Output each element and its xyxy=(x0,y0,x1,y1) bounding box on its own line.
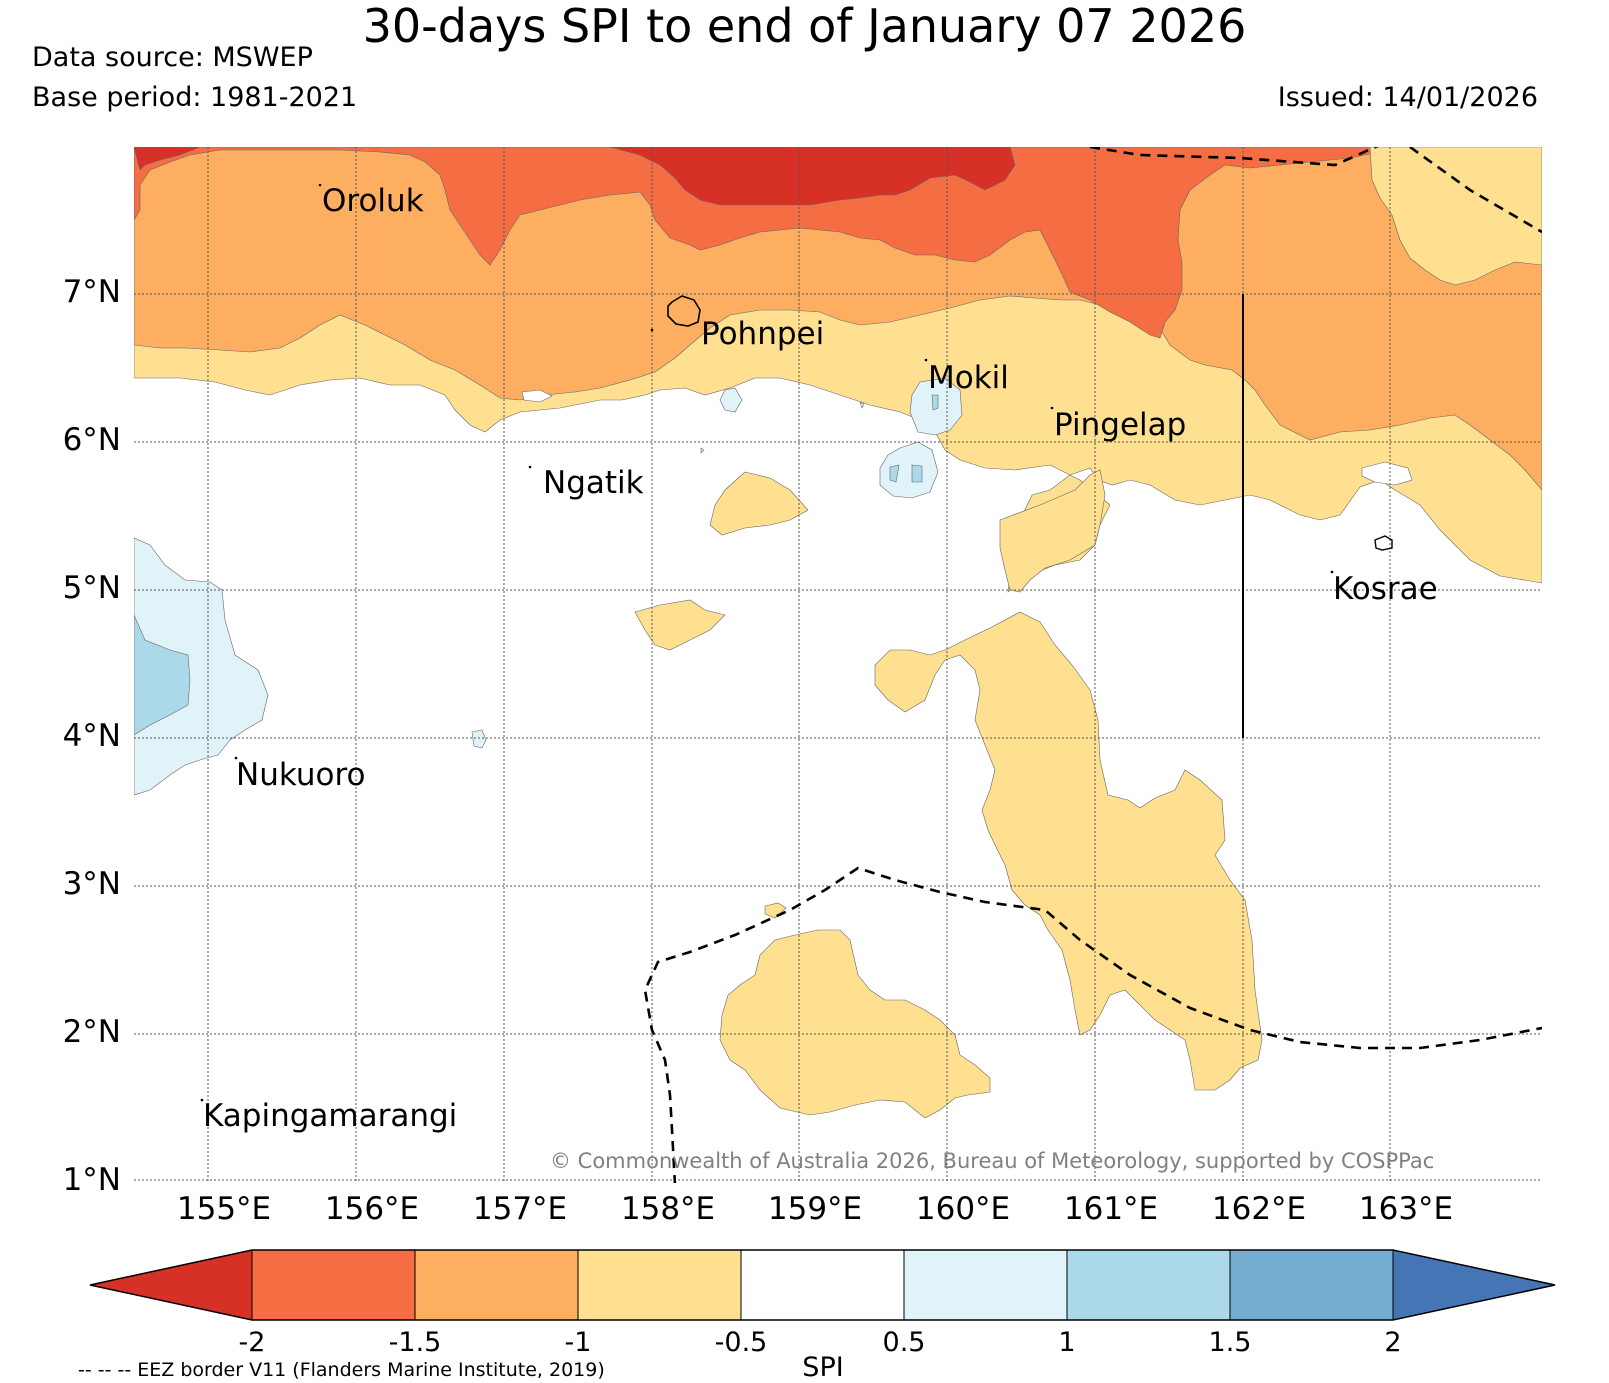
colorbar-extend-high xyxy=(1393,1250,1555,1320)
spi-contours: Oroluk Pohnpei Mokil Pingelap Ngatik Kos… xyxy=(134,147,1542,1183)
lon-label-159e: 159°E xyxy=(767,1191,863,1227)
colorbar-extend-low xyxy=(90,1250,252,1320)
place-label-ngatik: Ngatik xyxy=(543,465,644,501)
kosrae-island-shape xyxy=(1374,535,1393,551)
eez-borders xyxy=(643,147,1542,1183)
colorbar-tick: 0.5 xyxy=(882,1327,926,1358)
lat-label-6n: 6°N xyxy=(62,422,121,458)
lon-label-156e: 156°E xyxy=(324,1191,420,1227)
lon-label-155e: 155°E xyxy=(176,1191,272,1227)
place-label-oroluk: Oroluk xyxy=(322,183,424,219)
colorbar-tick: -1 xyxy=(564,1327,592,1358)
lat-label-5n: 5°N xyxy=(62,570,121,606)
colorbar-tick: -2 xyxy=(238,1327,266,1358)
spi-patch-eastern-strip xyxy=(999,469,1106,593)
issued-date-label: Issued: 14/01/2026 xyxy=(1277,82,1538,113)
colorbar-cell xyxy=(415,1250,578,1320)
lat-label-1n: 1°N xyxy=(62,1162,121,1198)
spi-positive-west xyxy=(134,537,269,796)
lon-label-160e: 160°E xyxy=(915,1191,1011,1227)
colorbar-tick: 1.5 xyxy=(1208,1327,1252,1358)
colorbar-tick: 1 xyxy=(1058,1327,1076,1358)
place-label-kosrae: Kosrae xyxy=(1333,571,1438,607)
lon-label-162e: 162°E xyxy=(1211,1191,1307,1227)
spi-band-minus2 xyxy=(134,147,1401,339)
lon-label-158e: 158°E xyxy=(620,1191,716,1227)
lon-label-161e: 161°E xyxy=(1063,1191,1159,1227)
spi-colorbar xyxy=(89,1249,1556,1321)
colorbar-tick: 2 xyxy=(1384,1327,1402,1358)
spi-band-minus2-core xyxy=(134,147,1016,206)
pohnpei-island-shape xyxy=(667,295,701,327)
colorbar-cell xyxy=(741,1250,904,1320)
place-label-pingelap: Pingelap xyxy=(1054,407,1186,443)
place-label-nukuoro: Nukuoro xyxy=(236,757,365,793)
island-markers xyxy=(200,183,1334,1102)
colorbar-cell xyxy=(1067,1250,1230,1320)
colorbar-cell xyxy=(904,1250,1067,1320)
place-label-kapingamarangi: Kapingamarangi xyxy=(203,1098,457,1134)
lat-label-2n: 2°N xyxy=(62,1014,121,1050)
lat-label-4n: 4°N xyxy=(62,718,121,754)
colorbar-label: SPI xyxy=(802,1352,844,1383)
base-period-label: Base period: 1981-2021 xyxy=(32,82,358,113)
spi-patch-east-large xyxy=(874,611,1263,1091)
lat-label-7n: 7°N xyxy=(62,274,121,310)
colorbar-cell xyxy=(252,1250,415,1320)
spi-patch-south-center xyxy=(719,929,991,1119)
colorbar-cell xyxy=(1230,1250,1393,1320)
colorbar-tick: -1.5 xyxy=(388,1327,442,1358)
colorbar-tick: -0.5 xyxy=(714,1327,768,1358)
spi-positive-west-core xyxy=(134,614,191,736)
copyright-text: © Commonwealth of Australia 2026, Bureau… xyxy=(550,1149,1434,1173)
lon-label-157e: 157°E xyxy=(472,1191,568,1227)
data-source-label: Data source: MSWEP xyxy=(32,42,313,73)
map-title: 30-days SPI to end of January 07 2026 xyxy=(362,0,1247,53)
lat-label-3n: 3°N xyxy=(62,866,121,902)
eez-legend-note: -- -- -- EEZ border V11 (Flanders Marine… xyxy=(78,1359,605,1381)
lon-label-163e: 163°E xyxy=(1358,1191,1454,1227)
place-label-pohnpei: Pohnpei xyxy=(701,316,824,352)
colorbar-cell xyxy=(578,1250,741,1320)
place-label-mokil: Mokil xyxy=(928,360,1009,396)
